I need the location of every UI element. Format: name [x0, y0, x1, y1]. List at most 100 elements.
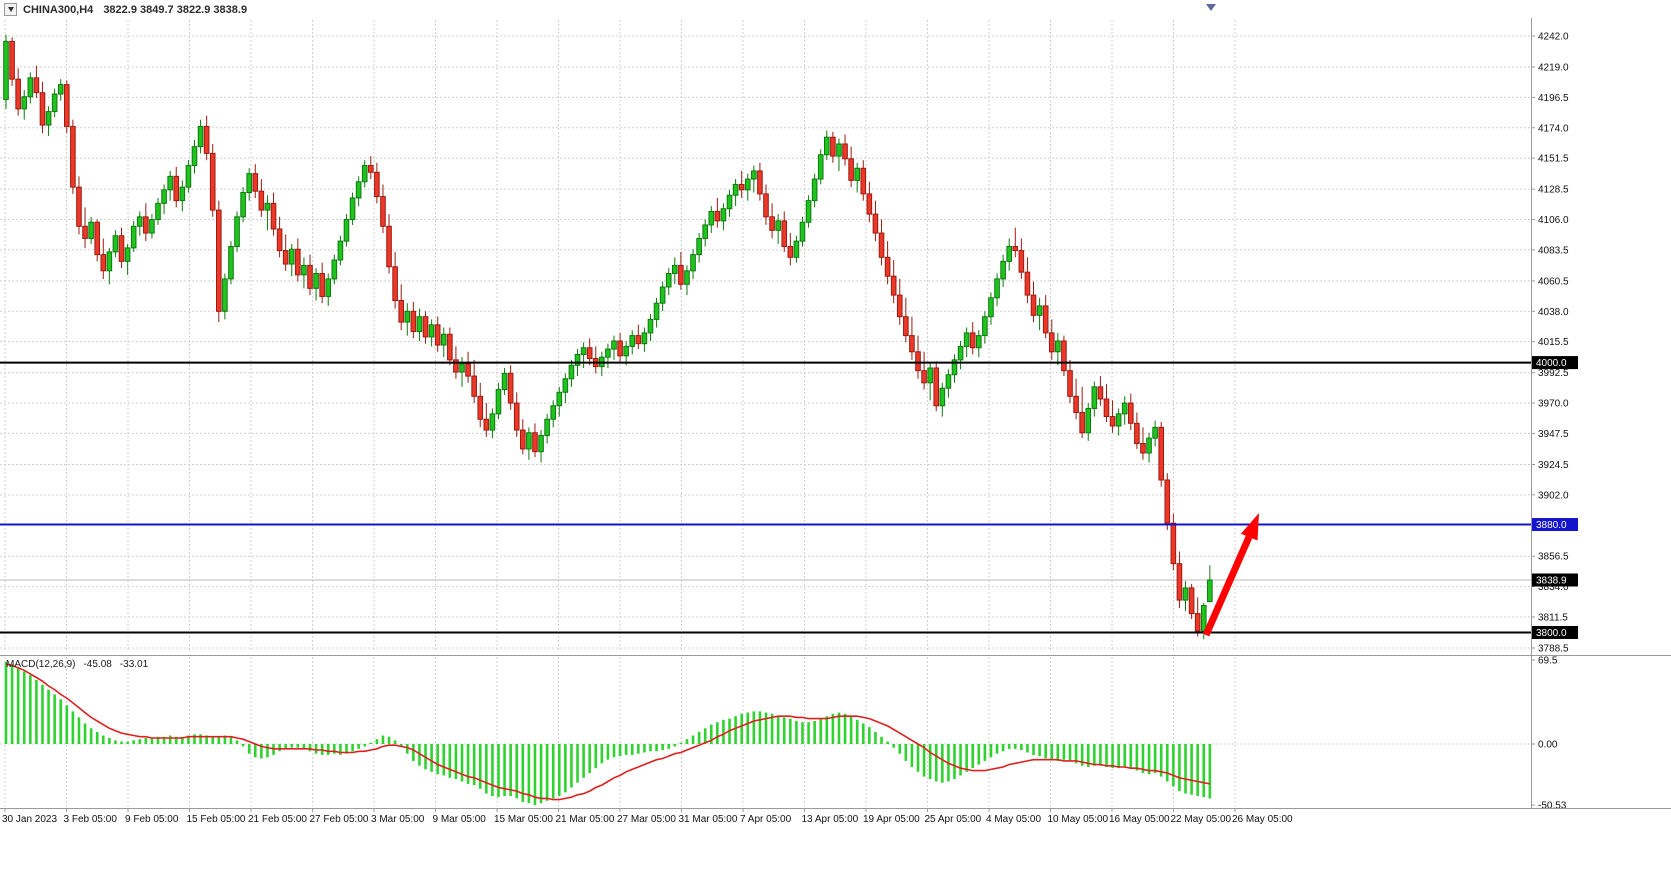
candle [562, 378, 569, 393]
price-tick-label: 4083.5 [1538, 245, 1569, 256]
candle [848, 158, 854, 181]
candle [143, 216, 149, 234]
candle [307, 264, 313, 289]
candle [337, 240, 344, 261]
candle [641, 332, 648, 345]
candle [982, 316, 988, 337]
candle [416, 316, 423, 333]
chart-shift-marker[interactable] [1206, 4, 1216, 11]
price-tick-label: 4174.0 [1538, 123, 1569, 134]
candle [246, 173, 252, 194]
candle [544, 418, 550, 436]
candle [684, 270, 690, 285]
candle [726, 194, 733, 210]
candle [921, 370, 927, 384]
candle [459, 363, 465, 373]
time-axis-label: 15 Mar 05:00 [494, 814, 553, 825]
price-tick-label: 3992.5 [1538, 368, 1569, 379]
trend-arrow-shaft[interactable] [1202, 535, 1253, 637]
time-axis-label: 9 Feb 05:00 [125, 814, 179, 825]
price-tick-label: 3924.5 [1538, 460, 1569, 471]
candle [82, 225, 88, 239]
candle [380, 196, 386, 227]
candle [1182, 587, 1189, 601]
price-tick-label: 3788.5 [1538, 644, 1569, 655]
price-badge-3800.0 [1532, 625, 1578, 639]
candle [1097, 386, 1104, 400]
candle [422, 316, 429, 338]
bid-price-badge-text: 3838.9 [1536, 575, 1567, 586]
candle [1188, 587, 1195, 615]
candle [404, 310, 411, 323]
candle [331, 259, 338, 280]
candle [368, 165, 374, 173]
candle [520, 429, 526, 450]
candle [1061, 340, 1067, 372]
candle [1134, 422, 1140, 445]
candle [112, 235, 119, 253]
price-tick-label: 3947.5 [1538, 429, 1569, 440]
candle [1109, 416, 1116, 427]
candle [824, 136, 830, 156]
candle [349, 197, 356, 221]
candle [538, 434, 544, 453]
price-tick-label: 4128.5 [1538, 185, 1569, 196]
candle [447, 333, 453, 361]
price-tick-label: 4151.5 [1538, 154, 1569, 165]
candle [325, 278, 332, 297]
candle [951, 359, 958, 376]
candle [623, 345, 629, 357]
candle [1042, 305, 1049, 334]
candle [751, 170, 757, 180]
candle [513, 402, 520, 431]
candle [1207, 579, 1213, 603]
candle [319, 273, 325, 297]
candle [1091, 386, 1098, 409]
candle [1121, 402, 1128, 415]
candle [574, 353, 581, 366]
candle [313, 273, 319, 289]
time-axis-label: 3 Feb 05:00 [64, 814, 118, 825]
candle [957, 345, 964, 361]
trend-arrow-head[interactable] [1240, 513, 1259, 541]
candle [434, 324, 441, 346]
candle [672, 264, 678, 275]
candle [471, 375, 477, 397]
candle [586, 347, 593, 360]
price-tick-label: 4196.5 [1538, 93, 1569, 104]
candle [744, 178, 751, 191]
candle [976, 335, 982, 349]
symbol-dropdown-button[interactable] [4, 3, 17, 16]
macd-indicator-label: MACD(12,26,9) -45.08 -33.01 [6, 659, 148, 670]
candle [495, 389, 502, 415]
candle [556, 391, 563, 407]
time-axis-label: 21 Feb 05:00 [248, 814, 307, 825]
candle [969, 332, 976, 349]
candle [659, 286, 666, 304]
macd-tick-label: 0.00 [1538, 740, 1558, 751]
candle [690, 254, 696, 272]
candle [276, 228, 283, 252]
price-tick-label: 4060.5 [1538, 276, 1569, 287]
candle [1194, 613, 1201, 632]
candle [118, 235, 125, 262]
candle [568, 364, 575, 380]
candle [890, 275, 897, 296]
candle [629, 335, 636, 347]
candle [410, 310, 417, 333]
candle [1176, 563, 1183, 601]
candle [1079, 412, 1085, 434]
candle [811, 178, 818, 202]
candle [301, 264, 307, 276]
candle [130, 225, 137, 249]
candle [501, 372, 508, 391]
candle [1158, 426, 1165, 481]
time-axis-label: 10 May 05:00 [1048, 814, 1109, 825]
candle [799, 221, 806, 242]
time-axis-label: 15 Feb 05:00 [187, 814, 246, 825]
candle [1018, 250, 1025, 273]
price-badge-4000.0 [1532, 356, 1578, 370]
candle [909, 335, 915, 353]
candle [1103, 398, 1110, 418]
